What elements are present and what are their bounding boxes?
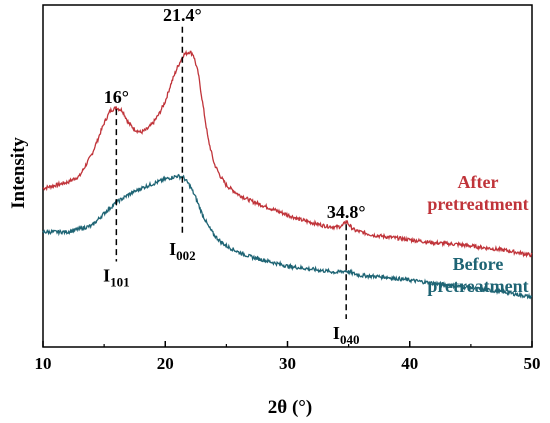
series-label-after: After pretreatment — [427, 172, 528, 214]
x-tick-label: 20 — [157, 354, 174, 373]
peak-angle-label: 34.8° — [327, 202, 366, 222]
peak-angle-label: 21.4° — [163, 5, 202, 25]
peak-plane-label: I002 — [169, 239, 196, 263]
tick-layer: 10 20 30 40 50 — [35, 341, 541, 373]
annotation-layer: 16° I101 21.4° I002 34.8° I040 — [103, 5, 365, 347]
x-tick-label: 30 — [279, 354, 296, 373]
series-labels: After pretreatment Before pretreatment — [427, 172, 528, 296]
x-tick-label: 10 — [35, 354, 52, 373]
y-axis-label: Intensity — [8, 137, 29, 209]
x-axis-label: 2θ (°) — [268, 397, 312, 418]
series-label-before: Before pretreatment — [427, 254, 528, 296]
x-tick-label: 40 — [401, 354, 418, 373]
peak-plane-label: I101 — [103, 266, 130, 290]
peak-plane-label: I040 — [333, 323, 360, 347]
peak-angle-label: 16° — [104, 87, 129, 107]
series-layer — [42, 49, 533, 300]
series-line-before — [42, 173, 533, 300]
x-tick-label: 50 — [524, 354, 541, 373]
series-line-after — [42, 49, 533, 259]
